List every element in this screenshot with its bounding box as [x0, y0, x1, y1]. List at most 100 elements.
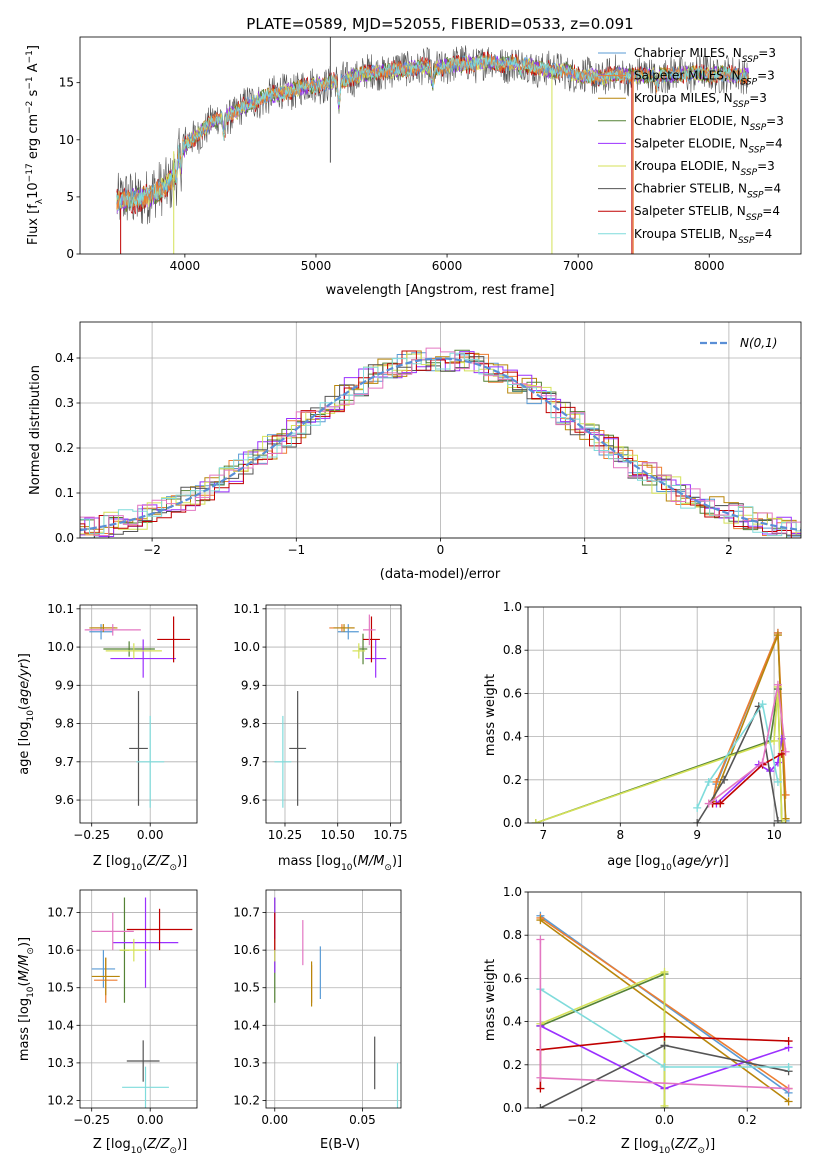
y-tick-label: 0	[66, 247, 74, 261]
errorbar-point	[103, 641, 155, 657]
x-tick-label: 0.00	[261, 1113, 288, 1127]
weight-marker	[712, 777, 721, 786]
weight-marker	[773, 777, 782, 786]
axes-spectrum: 4000 5000 6000 7000 8000 0 5 10 15 Chabrier MILES…	[25, 36, 802, 298]
weight-series	[536, 1041, 793, 1108]
plot-area	[531, 628, 790, 823]
weight-marker	[660, 1041, 669, 1050]
x-axis-label: Z [log10(Z/Z⊙)]	[93, 1137, 187, 1156]
weight-marker	[536, 1073, 545, 1082]
errorbar-point	[337, 624, 359, 640]
ticks: 7 8 9 10 0.0 0.2 0.4 0.6 0.8 1.0	[503, 600, 782, 842]
weight-marker	[660, 1062, 669, 1071]
axes-weight-vs-age: 7 8 9 10 0.0 0.2 0.4 0.6 0.8 1.0 age [log10(age/yr…	[483, 600, 802, 873]
y-tick-label: 9.7	[241, 755, 260, 769]
y-tick-label: 10.0	[47, 640, 74, 654]
y-tick-label: 10.1	[47, 602, 74, 616]
weight-marker	[773, 816, 782, 823]
y-tick-label: 0.2	[503, 773, 522, 787]
y-tick-label: 0.2	[503, 1058, 522, 1072]
errorbar-point	[89, 624, 113, 640]
weight-marker	[660, 1101, 669, 1108]
weight-marker	[716, 799, 725, 808]
y-axis-label: Normed distribution	[28, 365, 43, 495]
legend-label: Kroupa STELIB, NSSP=4	[634, 227, 772, 246]
x-axis-label: mass [log10(M/M⊙)]	[278, 854, 402, 873]
y-tick-label: 9.6	[241, 793, 260, 807]
weight-marker	[660, 1032, 669, 1041]
y-tick-label: 10.3	[47, 1056, 74, 1070]
x-tick-label: 0.05	[349, 1113, 376, 1127]
weight-series	[536, 935, 793, 1093]
y-tick-label: 0.8	[503, 928, 522, 942]
errorbar-point	[110, 639, 176, 678]
x-axis-label: age [log10(age/yr)]	[607, 854, 729, 873]
y-tick-label: 1.0	[503, 885, 522, 899]
errorbar-point	[333, 624, 355, 632]
errorbar-point	[363, 614, 376, 646]
errorbar-point	[129, 691, 148, 806]
y-tick-label: 0.0	[503, 1101, 522, 1115]
x-tick-label: 7	[540, 828, 548, 842]
weight-marker	[784, 1037, 793, 1046]
errorbar-point	[112, 897, 179, 988]
weight-marker	[770, 736, 779, 745]
weight-marker	[660, 967, 669, 976]
plot-area	[536, 911, 793, 1108]
y-tick-label: 10.5	[47, 981, 74, 995]
x-tick-label: 8000	[694, 259, 725, 273]
y-tick-label: 10.1	[233, 602, 260, 616]
x-tick-label: 0.00	[137, 828, 164, 842]
legend-label: Salpeter STELIB, NSSP=4	[634, 204, 780, 223]
weight-marker	[758, 758, 767, 767]
y-tick-label: 0.4	[55, 351, 74, 365]
y-axis-label: mass weight	[483, 959, 498, 1041]
legend-label: N(0,1)	[740, 336, 777, 350]
errorbar-point	[365, 639, 387, 678]
weight-marker	[773, 631, 782, 640]
grid	[266, 605, 401, 823]
ticks: 4000 5000 6000 7000 8000 0 5 10 15	[59, 76, 725, 273]
weight-line	[535, 686, 783, 823]
axes-frame	[79, 889, 198, 1109]
legend-label: Kroupa MILES, NSSP=3	[634, 91, 767, 110]
y-axis-label: mass weight	[483, 674, 498, 756]
y-tick-label: 10.4	[233, 1018, 260, 1032]
x-tick-label: −1	[287, 543, 305, 557]
legend-label: Salpeter ELODIE, NSSP=4	[634, 136, 783, 155]
axes-residuals: −2 −1 0 1 2 0.0 0.1 0.2 0.3 0.4 N(0,1) (data-model)…	[28, 321, 802, 582]
errorbar-point	[157, 616, 190, 663]
ticks: 10.25 10.50 10.75 9.6 9.7 9.8 9.9 10.0 10.1	[233, 602, 407, 842]
weight-line	[540, 972, 666, 1108]
plot-area	[91, 897, 193, 1108]
y-tick-label: 0.0	[55, 531, 74, 545]
plot-area	[80, 347, 801, 538]
figure-title: PLATE=0589, MJD=52055, FIBERID=0533, z=0…	[246, 15, 633, 33]
histogram-step	[80, 350, 801, 532]
x-tick-label: 5000	[301, 259, 332, 273]
weight-marker	[773, 680, 782, 689]
plot-area	[116, 37, 749, 254]
x-tick-label: −2	[143, 543, 161, 557]
x-axis-label: E(B-V)	[320, 1137, 360, 1152]
weight-marker	[704, 799, 713, 808]
axes-mass-vs-z: −0.25 0.00 10.2 10.3 10.4 10.5 10.6 10.7 Z [log1…	[17, 889, 198, 1156]
x-tick-label: 0.00	[137, 1113, 164, 1127]
y-tick-label: 10.7	[233, 906, 260, 920]
x-axis-label: (data-model)/error	[380, 567, 501, 582]
weight-marker	[704, 777, 713, 786]
errorbar-point	[122, 1066, 169, 1108]
ticks: −0.25 0.00 10.2 10.3 10.4 10.5 10.6 10.7	[47, 906, 163, 1127]
y-tick-label: 10.4	[47, 1018, 74, 1032]
weight-marker	[536, 1104, 545, 1108]
errorbar-point	[91, 957, 120, 996]
y-tick-label: 10.2	[47, 1093, 74, 1107]
weight-marker	[536, 916, 545, 925]
errorbar-point	[126, 1040, 160, 1082]
errorbar-point	[91, 950, 116, 988]
x-tick-label: 0.2	[738, 1113, 757, 1127]
errorbar-point	[352, 643, 366, 659]
weight-line	[535, 688, 783, 823]
weight-line	[696, 702, 779, 809]
